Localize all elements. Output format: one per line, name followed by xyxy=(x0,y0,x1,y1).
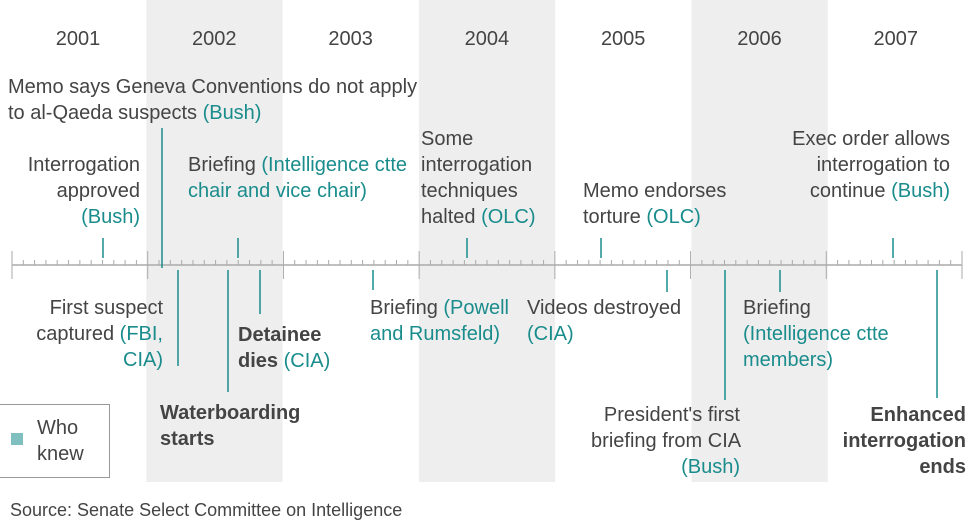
year-label: 2003 xyxy=(328,28,373,50)
event-text: Videos destroyed xyxy=(527,297,682,319)
event-text: Interrogation approved xyxy=(27,154,140,202)
event: Memo says Geneva Conventions do not appl… xyxy=(8,74,428,126)
event-text: Briefing xyxy=(370,297,438,319)
event-who: (Bush) xyxy=(681,456,740,478)
year-band xyxy=(691,0,828,482)
event: Briefing (Powell and Rumsfeld) xyxy=(370,295,510,347)
event: Some interrogation techniques halted (OL… xyxy=(421,126,561,230)
event-who: (FBI, CIA) xyxy=(119,323,163,371)
event: Exec order allows interrogation to conti… xyxy=(750,126,950,204)
event-text: Exec order allows interrogation to conti… xyxy=(792,128,950,202)
event-who: (Intelligence ctte chair and vice chair) xyxy=(188,154,408,202)
year-label: 2005 xyxy=(600,28,646,50)
event: President's first briefing from CIA (Bus… xyxy=(560,402,740,480)
event-text: Memo endorses torture xyxy=(583,180,727,228)
legend: Who knew xyxy=(0,404,110,478)
event-text: Waterboarding starts xyxy=(160,402,301,450)
event-who: (Bush) xyxy=(81,206,140,228)
event: First suspect captured (FBI, CIA) xyxy=(13,295,163,373)
year-label: 2007 xyxy=(873,28,919,50)
year-band xyxy=(146,0,283,482)
event-text: Enhanced interrogation ends xyxy=(842,404,966,478)
year-band xyxy=(418,0,556,482)
event-text: Memo says Geneva Conventions do not appl… xyxy=(8,76,418,124)
year-label: 2006 xyxy=(737,28,782,50)
year-label: 2004 xyxy=(464,28,510,50)
event-who: (OLC) xyxy=(646,206,701,228)
legend-label: Who knew xyxy=(37,417,84,465)
event-who: (Powell and Rumsfeld) xyxy=(370,297,509,345)
event-who: (CIA) xyxy=(527,323,574,345)
event: Detainee dies (CIA) xyxy=(238,322,358,374)
event-text: Detainee dies xyxy=(238,324,322,372)
event-text: Some interrogation techniques halted xyxy=(421,128,533,228)
source: Source: Senate Select Committee on Intel… xyxy=(10,500,403,520)
event: Briefing (Intelligence ctte chair and vi… xyxy=(188,152,418,204)
event: Interrogation approved (Bush) xyxy=(0,152,140,230)
event: Memo endorses torture (OLC) xyxy=(583,178,763,230)
event-who: (Intelligence ctte members) xyxy=(743,323,889,371)
event: Waterboarding starts xyxy=(160,400,340,452)
event: Videos destroyed (CIA) xyxy=(527,295,727,347)
event: Enhanced interrogation ends xyxy=(816,402,966,480)
event-text: Briefing xyxy=(188,154,256,176)
event-who: (Bush) xyxy=(891,180,950,202)
event-text: Briefing xyxy=(743,297,811,319)
event-who: (OLC) xyxy=(481,206,536,228)
event-who: (CIA) xyxy=(283,350,331,372)
legend-swatch xyxy=(11,433,23,445)
year-label: 2002 xyxy=(192,28,237,50)
event: Briefing (Intelligence ctte members) xyxy=(743,295,913,373)
event-text: President's first briefing from CIA xyxy=(591,404,740,452)
year-label: 2001 xyxy=(55,28,101,50)
event-who: (Bush) xyxy=(202,102,262,124)
event-text: First suspect captured xyxy=(36,297,163,345)
